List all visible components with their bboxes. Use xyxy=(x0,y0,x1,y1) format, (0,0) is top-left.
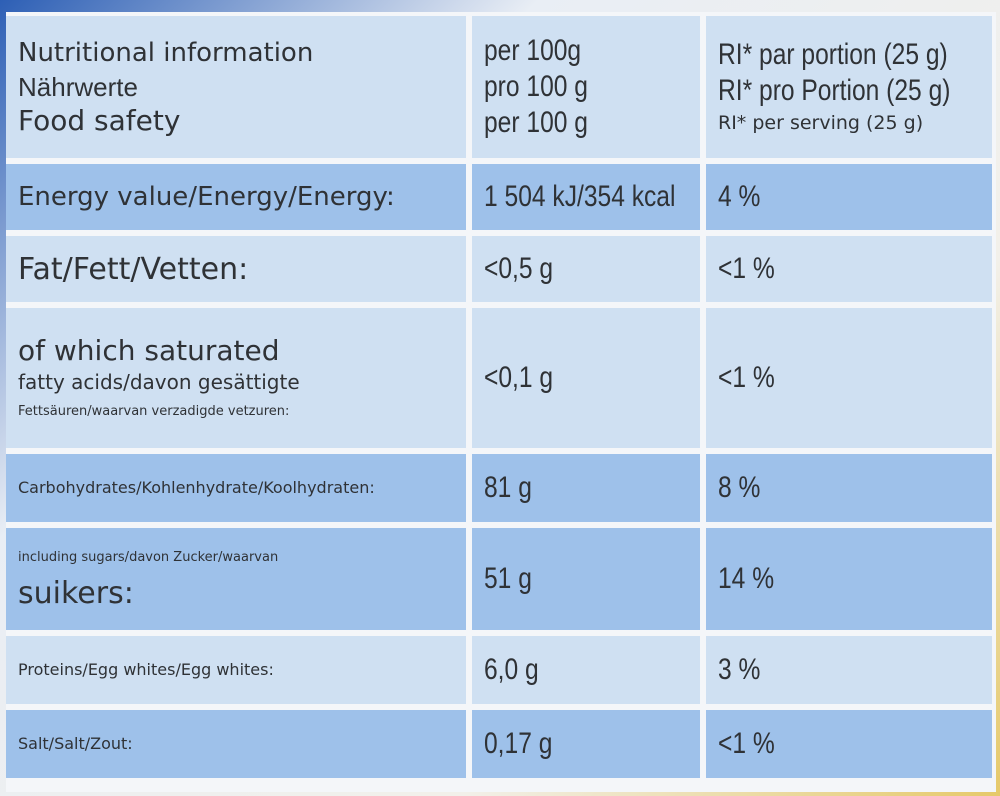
header-name-cell: Nutritional information Nährwerte Food s… xyxy=(6,16,466,158)
fat-label-cell: Fat/Fett/Vetten: xyxy=(6,236,466,302)
saturated-per100-cell: <0,1 g xyxy=(472,308,700,448)
header-ri-line-1: RI* par portion (25 g) xyxy=(718,38,948,71)
saturated-label-line-2: fatty acids/davon gesättigte xyxy=(18,370,300,394)
carbs-ri: 8 % xyxy=(718,471,761,504)
proteins-per100: 6,0 g xyxy=(484,653,539,686)
salt-ri: <1 % xyxy=(718,727,775,760)
header-ri-cell: RI* par portion (25 g) RI* pro Portion (… xyxy=(706,16,992,158)
sugars-per100-cell: 51 g xyxy=(472,528,700,630)
saturated-label-cell: of which saturated fatty acids/davon ges… xyxy=(6,308,466,448)
saturated-per100: <0,1 g xyxy=(484,361,554,394)
nutrition-table: Nutritional information Nährwerte Food s… xyxy=(6,12,996,792)
salt-per100-cell: 0,17 g xyxy=(472,710,700,778)
saturated-label-line-3: Fettsäuren/waarvan verzadigde vetzuren: xyxy=(18,404,290,419)
energy-label-cell: Energy value/Energy/Energy: xyxy=(6,164,466,230)
sugars-label-line-2: suikers: xyxy=(18,575,134,611)
proteins-ri-cell: 3 % xyxy=(706,636,992,704)
proteins-ri: 3 % xyxy=(718,653,761,686)
carbs-per100: 81 g xyxy=(484,471,532,504)
sugars-label-line-1: including sugars/davon Zucker/waarvan xyxy=(18,549,279,565)
energy-ri-cell: 4 % xyxy=(706,164,992,230)
carbs-ri-cell: 8 % xyxy=(706,454,992,522)
carbs-label-cell: Carbohydrates/Kohlenhydrate/Koolhydraten… xyxy=(6,454,466,522)
energy-label: Energy value/Energy/Energy: xyxy=(18,182,395,212)
header-per100-cell: per 100g pro 100 g per 100 g xyxy=(472,16,700,158)
salt-label: Salt/Salt/Zout: xyxy=(18,734,133,753)
fat-ri: <1 % xyxy=(718,252,775,285)
energy-ri: 4 % xyxy=(718,180,761,213)
proteins-per100-cell: 6,0 g xyxy=(472,636,700,704)
carbs-label: Carbohydrates/Kohlenhydrate/Koolhydraten… xyxy=(18,478,375,497)
carbs-per100-cell: 81 g xyxy=(472,454,700,522)
fat-per100-cell: <0,5 g xyxy=(472,236,700,302)
energy-per100-cell: 1 504 kJ/354 kcal xyxy=(472,164,700,230)
salt-label-cell: Salt/Salt/Zout: xyxy=(6,710,466,778)
header-ri-line-3: RI* per serving (25 g) xyxy=(718,112,924,134)
header-per100-line-1: per 100g xyxy=(484,34,582,67)
fat-label: Fat/Fett/Vetten: xyxy=(18,251,249,287)
energy-per100: 1 504 kJ/354 kcal xyxy=(484,180,676,213)
header-name-line-1: Nutritional information xyxy=(18,38,314,68)
sugars-ri: 14 % xyxy=(718,562,775,595)
header-name-line-3: Food safety xyxy=(18,104,181,137)
salt-per100: 0,17 g xyxy=(484,727,553,760)
proteins-label: Proteins/Egg whites/Egg whites: xyxy=(18,660,274,679)
fat-per100: <0,5 g xyxy=(484,252,554,285)
header-per100-line-2: pro 100 g xyxy=(484,70,588,103)
saturated-ri: <1 % xyxy=(718,361,775,394)
sugars-per100: 51 g xyxy=(484,562,532,595)
fat-ri-cell: <1 % xyxy=(706,236,992,302)
sugars-label-cell: including sugars/davon Zucker/waarvan su… xyxy=(6,528,466,630)
header-per100-line-3: per 100 g xyxy=(484,106,588,139)
header-name-line-2: Nährwerte xyxy=(18,72,138,102)
sugars-ri-cell: 14 % xyxy=(706,528,992,630)
header-ri-line-2: RI* pro Portion (25 g) xyxy=(718,74,951,107)
saturated-ri-cell: <1 % xyxy=(706,308,992,448)
proteins-label-cell: Proteins/Egg whites/Egg whites: xyxy=(6,636,466,704)
salt-ri-cell: <1 % xyxy=(706,710,992,778)
saturated-label-line-1: of which saturated xyxy=(18,334,280,367)
